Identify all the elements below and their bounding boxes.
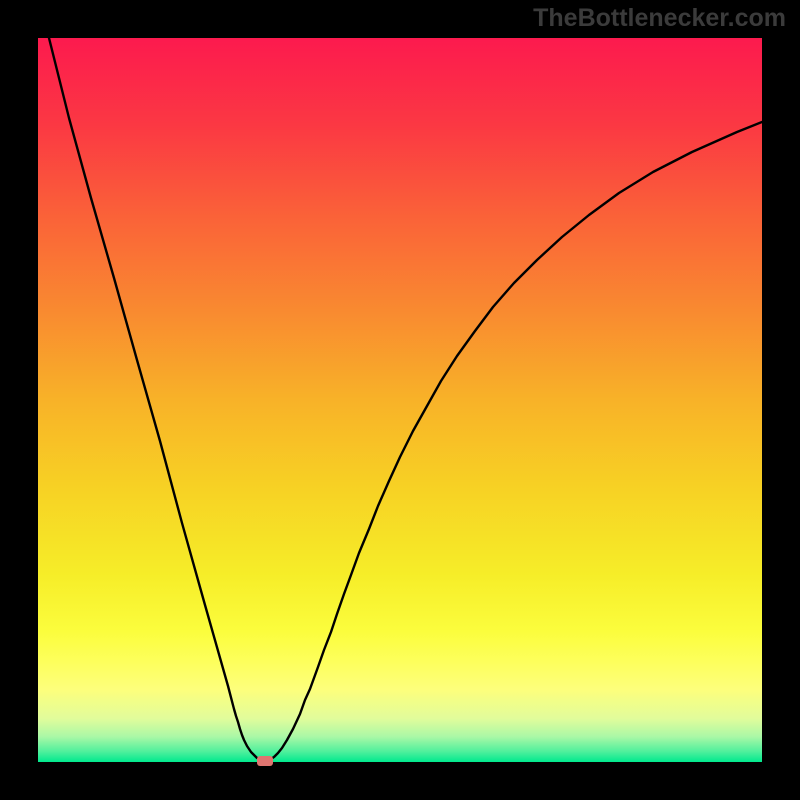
plot-area — [38, 38, 762, 762]
minimum-marker — [257, 756, 273, 766]
bottleneck-curve — [38, 38, 762, 762]
watermark-text: TheBottlenecker.com — [533, 4, 786, 33]
chart-root: TheBottlenecker.com — [0, 0, 800, 800]
